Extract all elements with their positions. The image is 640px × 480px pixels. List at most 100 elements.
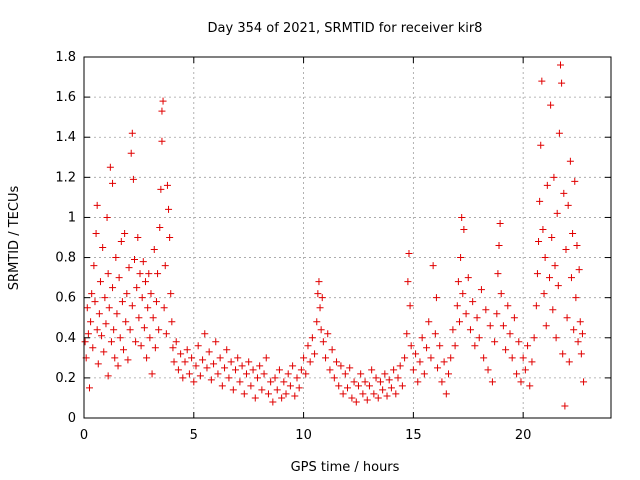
data-point [100,348,108,356]
data-point [161,262,169,270]
data-point [316,304,324,312]
data-point [183,346,191,354]
data-point [212,338,220,346]
data-point [339,390,347,398]
data-point [306,358,314,366]
data-point [118,298,126,306]
data-point [546,274,554,282]
data-point [379,386,387,394]
data-point [158,137,166,145]
data-point [280,378,288,386]
data-point [293,374,301,382]
y-tick-label: 0 [68,411,76,426]
data-point [141,278,149,286]
data-point [381,370,389,378]
data-point [286,382,294,390]
data-point [273,386,281,394]
data-point [357,370,365,378]
data-point [98,332,106,340]
data-point [136,270,144,278]
data-point [157,185,165,193]
data-point [578,330,586,338]
data-point [297,366,305,374]
data-point [418,334,426,342]
y-axis-label: SRMTID / TECUs [7,186,22,291]
data-point [103,213,111,221]
data-point [401,354,409,362]
data-point [167,290,175,298]
data-point [506,330,514,338]
data-point [354,382,362,390]
data-point [318,294,326,302]
data-point [406,302,414,310]
data-point [566,157,574,165]
data-point [116,334,124,342]
data-point [295,384,303,392]
data-point [570,326,578,334]
data-point [530,334,538,342]
data-point [548,234,556,241]
data-point [218,382,226,390]
data-point [111,354,119,362]
data-point [129,175,137,183]
data-point [374,394,382,402]
data-point [337,362,345,370]
data-point [420,370,428,378]
data-point [102,320,110,328]
data-point [147,290,155,298]
data-point [328,346,336,354]
data-point [143,354,151,362]
data-point [495,242,503,250]
data-point [510,314,518,322]
data-point [166,234,174,241]
data-point [160,304,168,312]
data-point [405,250,413,258]
data-point [168,318,176,326]
data-point [144,304,152,312]
data-point [563,314,571,322]
data-point [214,370,222,378]
data-point [493,310,501,318]
data-point [162,330,170,338]
data-point [96,278,104,286]
data-point [519,354,527,362]
data-point [155,326,163,334]
data-point [346,364,354,372]
data-point [480,354,488,362]
axis-ticks: 0 0.2 0.4 0.6 0.8 1 1.2 1.4 1.6 1.8 0 5 10 15 20 [55,50,611,443]
data-point [577,350,585,358]
data-point [196,372,204,380]
data-point [376,378,384,386]
data-point [521,366,529,374]
data-point [115,274,123,282]
data-point [251,394,259,402]
data-point [260,370,268,378]
data-point [83,304,91,312]
data-point [445,370,453,378]
x-tick-label: 0 [80,428,88,443]
data-point [269,398,277,406]
data-point [541,254,549,262]
data-point [496,219,504,227]
data-point [434,364,442,372]
data-point [555,129,563,137]
data-point [271,374,279,382]
data-point [551,262,559,270]
data-point [564,201,572,209]
data-point [140,324,148,332]
data-point [104,372,112,380]
data-point [210,360,218,368]
data-point [221,364,229,372]
data-point [341,370,349,378]
x-tick-label: 20 [515,428,532,443]
data-point [491,338,499,346]
data-point [104,270,112,278]
data-point [484,366,492,374]
data-point [127,149,135,157]
data-point [464,274,472,282]
data-point [216,354,224,362]
data-point [387,384,395,392]
data-point [93,326,101,334]
data-point [454,278,462,286]
data-point [88,290,96,298]
